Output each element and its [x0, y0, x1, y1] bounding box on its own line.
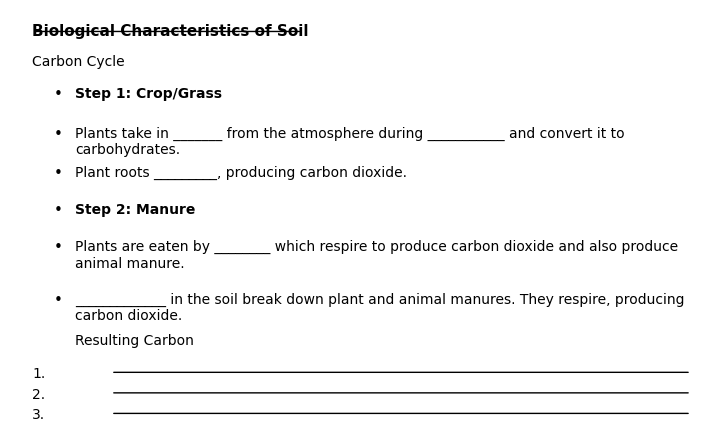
Text: •: •	[54, 240, 62, 255]
Text: Plants are eaten by ________ which respire to produce carbon dioxide and also pr: Plants are eaten by ________ which respi…	[75, 240, 678, 271]
Text: •: •	[54, 203, 62, 218]
Text: 2.: 2.	[32, 388, 45, 402]
Text: •: •	[54, 127, 62, 142]
Text: Resulting Carbon: Resulting Carbon	[75, 334, 194, 348]
Text: Biological Characteristics of Soil: Biological Characteristics of Soil	[32, 24, 309, 39]
Text: Plants take in _______ from the atmosphere during ___________ and convert it to
: Plants take in _______ from the atmosphe…	[75, 127, 625, 157]
Text: Plant roots _________, producing carbon dioxide.: Plant roots _________, producing carbon …	[75, 166, 407, 180]
Text: 1.: 1.	[32, 367, 46, 381]
Text: Carbon Cycle: Carbon Cycle	[32, 55, 125, 69]
Text: •: •	[54, 87, 62, 102]
Text: Step 1: Crop/Grass: Step 1: Crop/Grass	[75, 87, 222, 101]
Text: 3.: 3.	[32, 408, 45, 422]
Text: •: •	[54, 166, 62, 181]
Text: •: •	[54, 293, 62, 308]
Text: _____________ in the soil break down plant and animal manures. They respire, pro: _____________ in the soil break down pla…	[75, 293, 684, 323]
Text: Step 2: Manure: Step 2: Manure	[75, 203, 195, 217]
